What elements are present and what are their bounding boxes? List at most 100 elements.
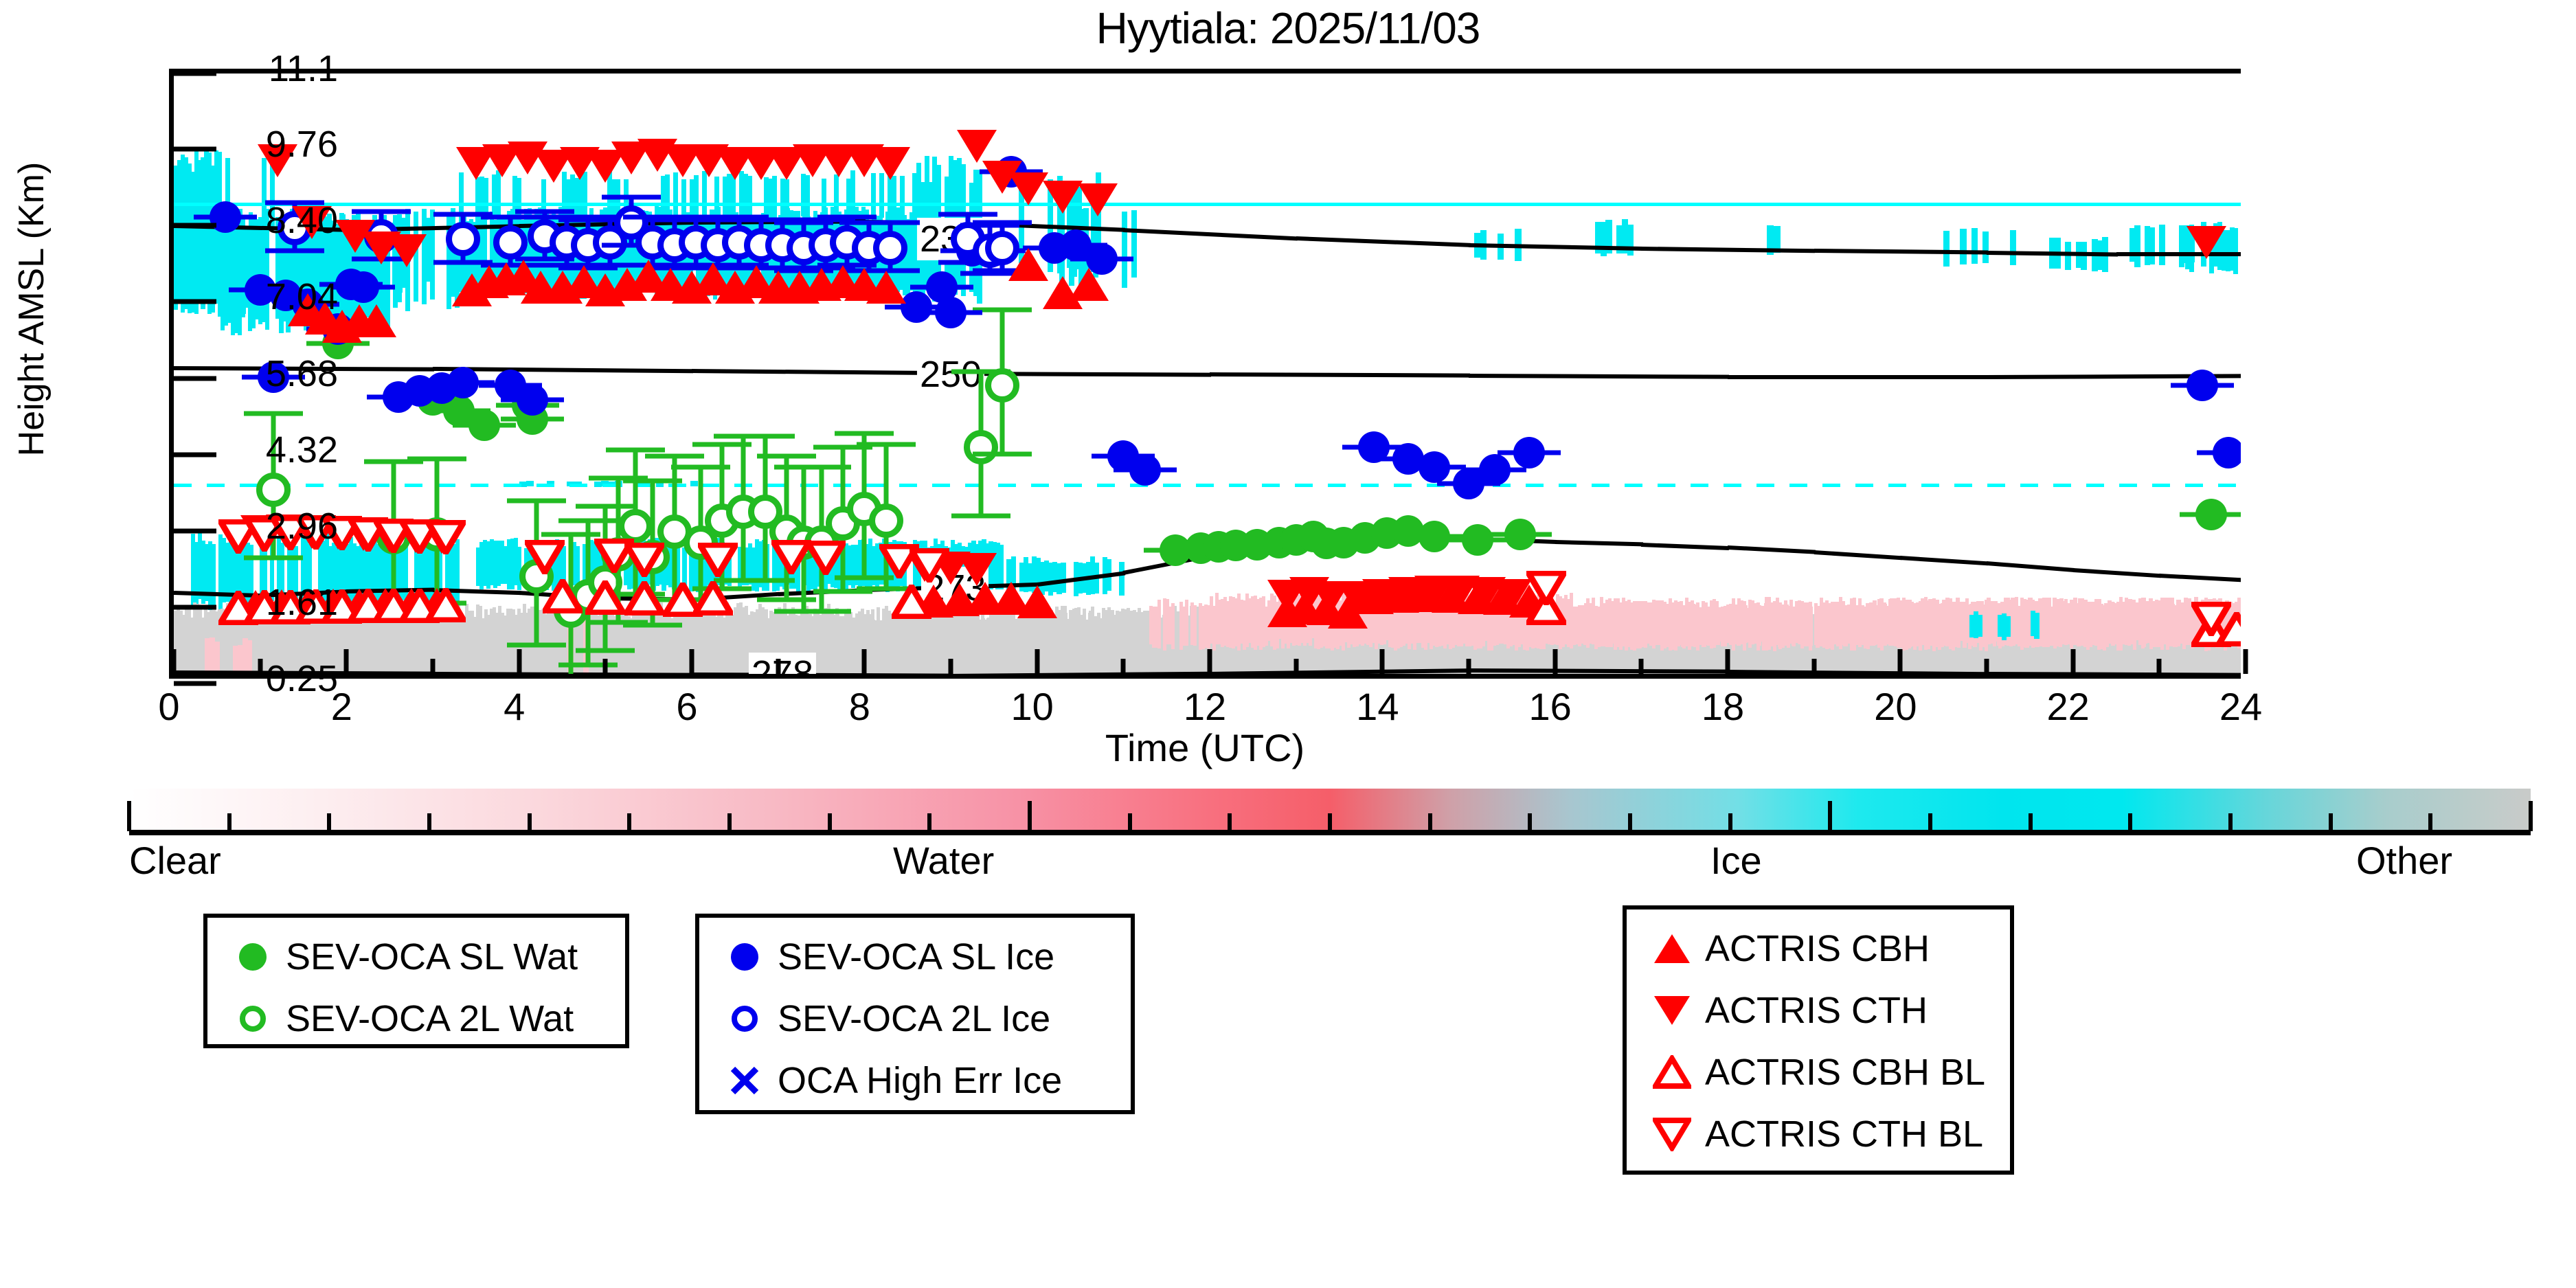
field-cell (229, 534, 234, 609)
field-cell (1371, 620, 1375, 674)
field-cell (1655, 600, 1659, 646)
field-cell (1366, 618, 1370, 674)
x-tick-label: 16 (1528, 685, 1572, 728)
marker-actris-cbh-bl (2213, 607, 2241, 648)
legend-item[interactable]: ACTRIS CBH BL (1639, 1041, 1998, 1103)
field-cell (712, 611, 716, 674)
field-cell (2038, 598, 2043, 641)
field-cell (269, 608, 274, 674)
field-cell (1710, 600, 1714, 648)
field-cell (205, 544, 210, 602)
field-cell (220, 608, 225, 674)
field-cell (1096, 616, 1100, 674)
field-cell (607, 611, 611, 674)
field-cell (1776, 598, 1780, 646)
field-cell (1971, 228, 1978, 264)
field-cell (2083, 600, 2088, 648)
field-cell (2156, 603, 2160, 647)
legend-item[interactable]: SEV-OCA 2L Wat (220, 988, 613, 1050)
contour-273K (2072, 568, 2161, 578)
legend-item[interactable]: SEV-OCA SL Wat (220, 926, 613, 988)
legend-item[interactable]: SEV-OCA SL Ice (712, 926, 1118, 988)
field-cell (909, 620, 914, 674)
field-cell (1608, 607, 1613, 648)
field-cell (769, 610, 773, 674)
field-cell (872, 545, 877, 586)
field-cell (1429, 597, 1434, 641)
colorbar-tick (727, 813, 732, 831)
marker-actris-cbh-bl (539, 575, 586, 615)
field-cell (396, 546, 401, 610)
field-cell (218, 210, 223, 317)
field-cell (887, 170, 892, 218)
marker-actris-cbh (357, 304, 397, 338)
field-cell (263, 539, 268, 610)
field-cell (1756, 605, 1761, 646)
field-cell (692, 539, 697, 591)
field-cell (679, 609, 683, 674)
marker-sev-oca-sl-ice (1478, 453, 1511, 486)
x-tick-minor (1120, 659, 1126, 674)
legend-item[interactable]: ACTRIS CTH BL (1639, 1103, 1998, 1165)
field-cell (1124, 614, 1128, 674)
colorbar-tick (2529, 801, 2533, 831)
field-cell (300, 618, 304, 674)
marker-actris-cbh-bl (888, 580, 936, 620)
x-tick-label: 8 (848, 685, 870, 728)
y-tick-mark (174, 71, 216, 76)
field-cell (2145, 600, 2150, 643)
error-bar-cap (861, 220, 920, 225)
field-cell (2093, 604, 2099, 644)
field-cell (1094, 616, 1098, 674)
field-cell (637, 611, 642, 674)
field-cell (302, 608, 306, 674)
field-cell (1195, 607, 1199, 674)
field-cell (1168, 617, 1172, 674)
field-cell (210, 637, 216, 674)
marker-actris-cth-bl (1523, 569, 1570, 609)
field-cell (493, 219, 497, 289)
field-cell (470, 610, 474, 674)
x-tick-minor (430, 659, 436, 674)
marker-sev-oca-sl-ice (257, 361, 289, 393)
field-cell (1368, 598, 1373, 640)
field-cell (1448, 601, 1453, 639)
legend-item[interactable]: SEV-OCA 2L Ice (712, 988, 1118, 1050)
marker-sev-oca-2l-ice (985, 230, 1020, 265)
field-cell (1473, 600, 1478, 640)
field-cell (1052, 562, 1058, 592)
field-cell (1677, 607, 1682, 644)
field-cell (208, 541, 213, 611)
field-cell (220, 221, 225, 331)
marker-sev-oca-2l-wat (618, 508, 653, 543)
field-cell (1407, 597, 1412, 642)
field-cell (1212, 605, 1217, 651)
field-cell (797, 617, 801, 674)
field-cell (517, 609, 521, 674)
field-cell (1138, 608, 1142, 674)
field-cell (642, 481, 651, 487)
field-cell (366, 614, 370, 674)
x-axis-label: Time (UTC) (1105, 726, 1305, 769)
field-cell (992, 618, 996, 674)
field-cell (352, 543, 357, 608)
field-cell (1349, 620, 1353, 674)
x-tick-minor (776, 659, 781, 674)
field-cell (2138, 598, 2143, 642)
field-cell (904, 615, 908, 674)
error-bar-cap (791, 464, 851, 470)
field-cell (626, 615, 631, 674)
marker-actris-cbh (1008, 248, 1049, 282)
field-cell (2014, 598, 2019, 642)
field-cell (1625, 605, 1630, 648)
field-cell (745, 605, 749, 674)
legend-item[interactable]: ACTRIS CTH (1639, 980, 1998, 1041)
y-tick-label: 8.40 (265, 199, 338, 241)
field-cell (1382, 599, 1387, 644)
field-cell (1864, 606, 1868, 649)
field-cell (1023, 556, 1028, 593)
legend-item[interactable]: ACTRIS CBH (1639, 918, 1998, 980)
field-cell (280, 615, 285, 674)
x-tick-label: 20 (1874, 685, 1917, 728)
legend-item[interactable]: OCA High Err Ice (712, 1050, 1118, 1111)
